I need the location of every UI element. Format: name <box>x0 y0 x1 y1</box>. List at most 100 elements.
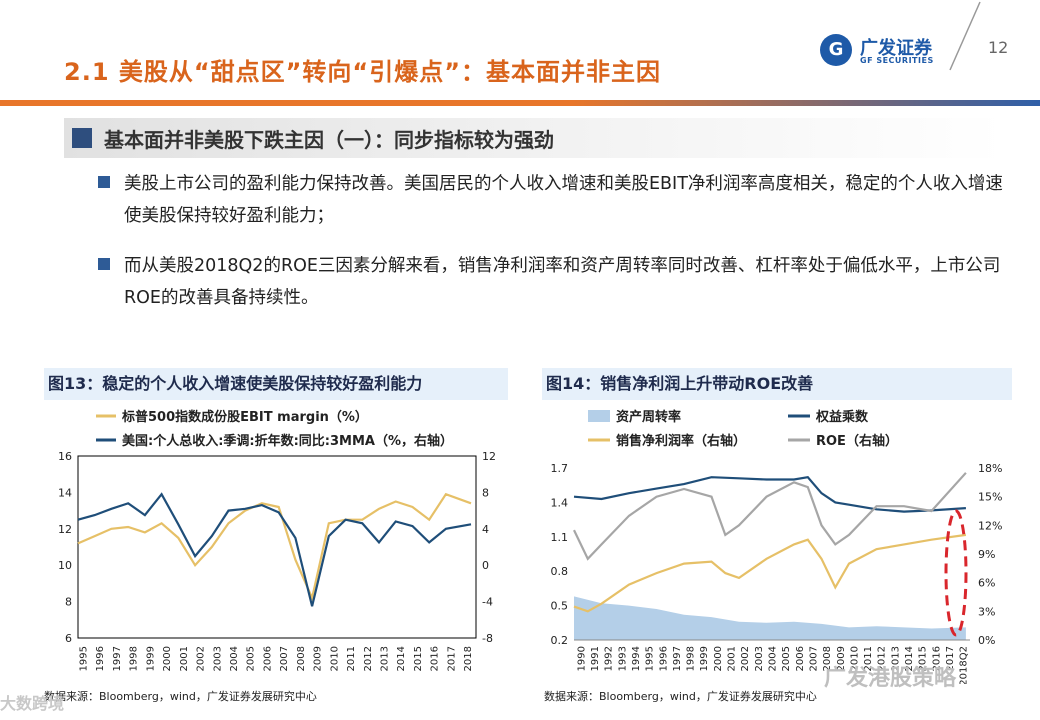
bullet-square-icon <box>98 258 110 270</box>
decorative-slash <box>949 1 981 71</box>
x-tick-label: 2004 <box>768 646 779 671</box>
x-tick-label: 2001 <box>179 646 190 671</box>
logo-icon: G <box>820 34 852 66</box>
y-right-tick-label: 4 <box>482 523 489 536</box>
x-tick-label: 2014 <box>396 646 407 671</box>
y-right-tick-label: 0% <box>978 634 995 647</box>
x-tick-label: 2011 <box>863 646 874 671</box>
x-tick-label: 2000 <box>713 646 724 671</box>
x-tick-label: 2006 <box>795 646 806 671</box>
legend-ebit-label: 标普500指数成份股EBIT margin（%） <box>121 409 368 425</box>
bullet-paragraph-1: 美股上市公司的盈利能力保持改善。美国居民的个人收入增速和美股EBIT净利润率高度… <box>124 174 1003 226</box>
x-tick-label: 2008 <box>822 646 833 671</box>
x-tick-label: 2001 <box>727 646 738 671</box>
watermark-left: 大数跨境 <box>0 694 65 713</box>
x-tick-label: 1998 <box>686 646 697 671</box>
x-tick-label: 1996 <box>95 646 106 671</box>
x-tick-label: 2015 <box>413 646 424 671</box>
x-tick-label: 2017 <box>945 646 956 671</box>
y-left-tick-label: 1.4 <box>551 496 569 509</box>
y-right-tick-label: 15% <box>978 491 1002 504</box>
x-tick-label: 1999 <box>145 646 156 671</box>
y-left-tick-label: 10 <box>58 559 72 572</box>
x-tick-label: 1999 <box>699 646 710 671</box>
x-tick-label: 2010 <box>329 646 340 671</box>
header-divider-bar <box>0 100 1040 106</box>
x-tick-label: 2011 <box>346 646 357 671</box>
highlight-ellipse <box>944 509 968 637</box>
x-tick-label: 2005 <box>246 646 257 671</box>
x-tick-label: 2017 <box>446 646 457 671</box>
y-left-tick-label: 0.2 <box>551 634 569 647</box>
x-tick-label: 1994 <box>631 646 642 671</box>
y-left-tick-label: 0.8 <box>551 565 569 578</box>
x-tick-label: 1991 <box>590 646 601 671</box>
watermark-right: 广发港股策略 <box>824 666 957 691</box>
personal-income-line <box>77 492 472 607</box>
x-tick-label: 2012 <box>363 646 374 671</box>
x-tick-label: 1990 <box>576 646 587 671</box>
x-tick-label: 2012 <box>877 646 888 671</box>
x-tick-label: 2007 <box>808 646 819 671</box>
y-right-tick-label: 12 <box>482 450 496 463</box>
y-left-tick-label: 8 <box>65 596 72 609</box>
legend-roe-label: ROE（右轴） <box>816 433 898 449</box>
y-right-tick-label: 8 <box>482 486 489 499</box>
x-tick-label: 2003 <box>212 646 223 671</box>
figure13-chart: 标普500指数成份股EBIT margin（%） 美国:个人总收入:季调:折年数… <box>58 409 496 671</box>
x-tick-label: 2005 <box>781 646 792 671</box>
subheading: 基本面并非美股下跌主因（一）：同步指标较为强劲 <box>104 128 554 152</box>
legend-turnover-swatch <box>588 410 610 422</box>
y-right-tick-label: 6% <box>978 577 995 590</box>
x-tick-label: 2006 <box>262 646 273 671</box>
y-right-tick-label: 3% <box>978 605 995 618</box>
x-tick-label: 1993 <box>617 646 628 671</box>
y-left-tick-label: 0.5 <box>551 600 569 613</box>
figure14-source: 数据来源：Bloomberg，wind，广发证券发展研究中心 <box>544 690 817 703</box>
y-right-tick-label: 12% <box>978 519 1002 532</box>
y-right-tick-label: 0 <box>482 559 489 572</box>
brand-logo: G 广发证券 GF SECURITIES <box>820 30 970 70</box>
x-tick-label: 1995 <box>645 646 656 671</box>
x-tick-label: 2002 <box>196 646 207 671</box>
figure14-chart: 资产周转率 权益乘数 销售净利润率（右轴） ROE（右轴） 1.7 1.4 1.1 0… <box>551 409 1003 684</box>
x-tick-label: 1996 <box>658 646 669 671</box>
y-right-tick-label: -8 <box>482 632 493 645</box>
x-tick-label: 2014 <box>904 646 915 671</box>
legend-equity-label: 权益乘数 <box>815 409 869 425</box>
figure14-header: 图14：销售净利润上升带动ROE改善 <box>542 368 1012 400</box>
x-tick-label: 2013 <box>890 646 901 671</box>
subheading-square-icon <box>72 128 92 148</box>
ebit-margin-line <box>77 492 472 602</box>
asset-turnover-area <box>574 596 966 640</box>
y-left-tick-label: 14 <box>58 486 72 499</box>
logo-en-text: GF SECURITIES <box>860 56 934 65</box>
legend-margin-label: 销售净利润率（右轴） <box>616 433 746 449</box>
x-tick-label: 2008 <box>296 646 307 671</box>
page-number: 12 <box>988 38 1009 57</box>
x-tick-label: 2009 <box>836 646 847 671</box>
x-tick-label: 2003 <box>754 646 765 671</box>
y-left-tick-label: 1.7 <box>551 462 569 475</box>
x-tick-label: 1997 <box>112 646 123 671</box>
logo-cn-text: 广发证券 <box>860 38 932 59</box>
y-left-tick-label: 1.1 <box>551 531 569 544</box>
legend-turnover-label: 资产周转率 <box>616 409 681 425</box>
x-tick-label: 2000 <box>162 646 173 671</box>
x-tick-label: 1995 <box>79 646 90 671</box>
equity-multiplier-line <box>573 476 966 513</box>
bullet-paragraph-2: 而从美股2018Q2的ROE三因素分解来看，销售净利润率和资产周转率同时改善、杠… <box>124 256 1001 308</box>
subheading-band <box>64 118 1004 158</box>
x-tick-label: 2018Q2 <box>959 646 970 684</box>
y-right-tick-label: 18% <box>978 462 1002 475</box>
x-tick-label: 2013 <box>380 646 391 671</box>
x-tick-label: 2004 <box>229 646 240 671</box>
x-tick-label: 1997 <box>672 646 683 671</box>
page-title: 2.1 美股从“甜点区”转向“引爆点”：基本面并非主因 <box>64 58 661 86</box>
x-tick-label: 2002 <box>740 646 751 671</box>
x-tick-label: 2009 <box>313 646 324 671</box>
y-left-tick-label: 12 <box>58 523 72 536</box>
legend-income-label: 美国:个人总收入:季调:折年数:同比:3MMA（%，右轴） <box>122 433 453 449</box>
x-tick-label: 2016 <box>430 646 441 671</box>
y-left-tick-label: 6 <box>65 632 72 645</box>
